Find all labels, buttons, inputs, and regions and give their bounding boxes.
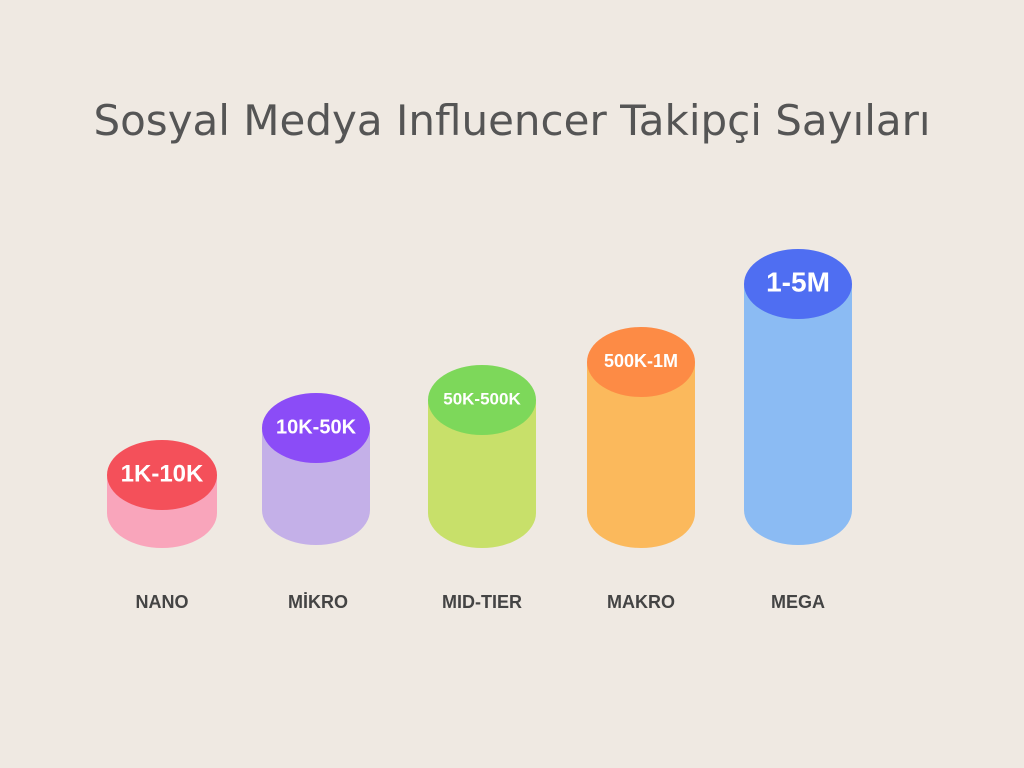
range-label: 500K-1M bbox=[604, 351, 678, 371]
title: Sosyal Medya Influencer Takipçi Sayıları bbox=[93, 96, 930, 145]
category-label: MID-TIER bbox=[442, 592, 522, 612]
cylinder: 50K-500K MID-TIER bbox=[428, 365, 536, 612]
cylinder: 1-5M MEGA bbox=[744, 249, 852, 612]
cylinder: 500K-1M MAKRO bbox=[587, 327, 695, 612]
category-label: MAKRO bbox=[607, 592, 675, 612]
category-label: MEGA bbox=[771, 592, 825, 612]
cylinder-body bbox=[744, 284, 852, 545]
range-label: 50K-500K bbox=[443, 389, 521, 408]
category-label: MİKRO bbox=[288, 592, 348, 612]
range-label: 1-5M bbox=[766, 266, 830, 297]
cylinder-top bbox=[262, 393, 370, 463]
cylinder-top bbox=[744, 249, 852, 319]
cylinder-top bbox=[428, 365, 536, 435]
cylinder-top bbox=[107, 440, 217, 510]
cylinder-body bbox=[428, 400, 536, 548]
cylinder: 10K-50K MİKRO bbox=[262, 393, 370, 612]
cylinder-body bbox=[587, 362, 695, 548]
category-label: NANO bbox=[136, 592, 189, 612]
cylinder-top bbox=[587, 327, 695, 397]
range-label: 1K-10K bbox=[121, 460, 204, 487]
cylinder: 1K-10K NANO bbox=[107, 440, 217, 612]
range-label: 10K-50K bbox=[276, 416, 357, 438]
